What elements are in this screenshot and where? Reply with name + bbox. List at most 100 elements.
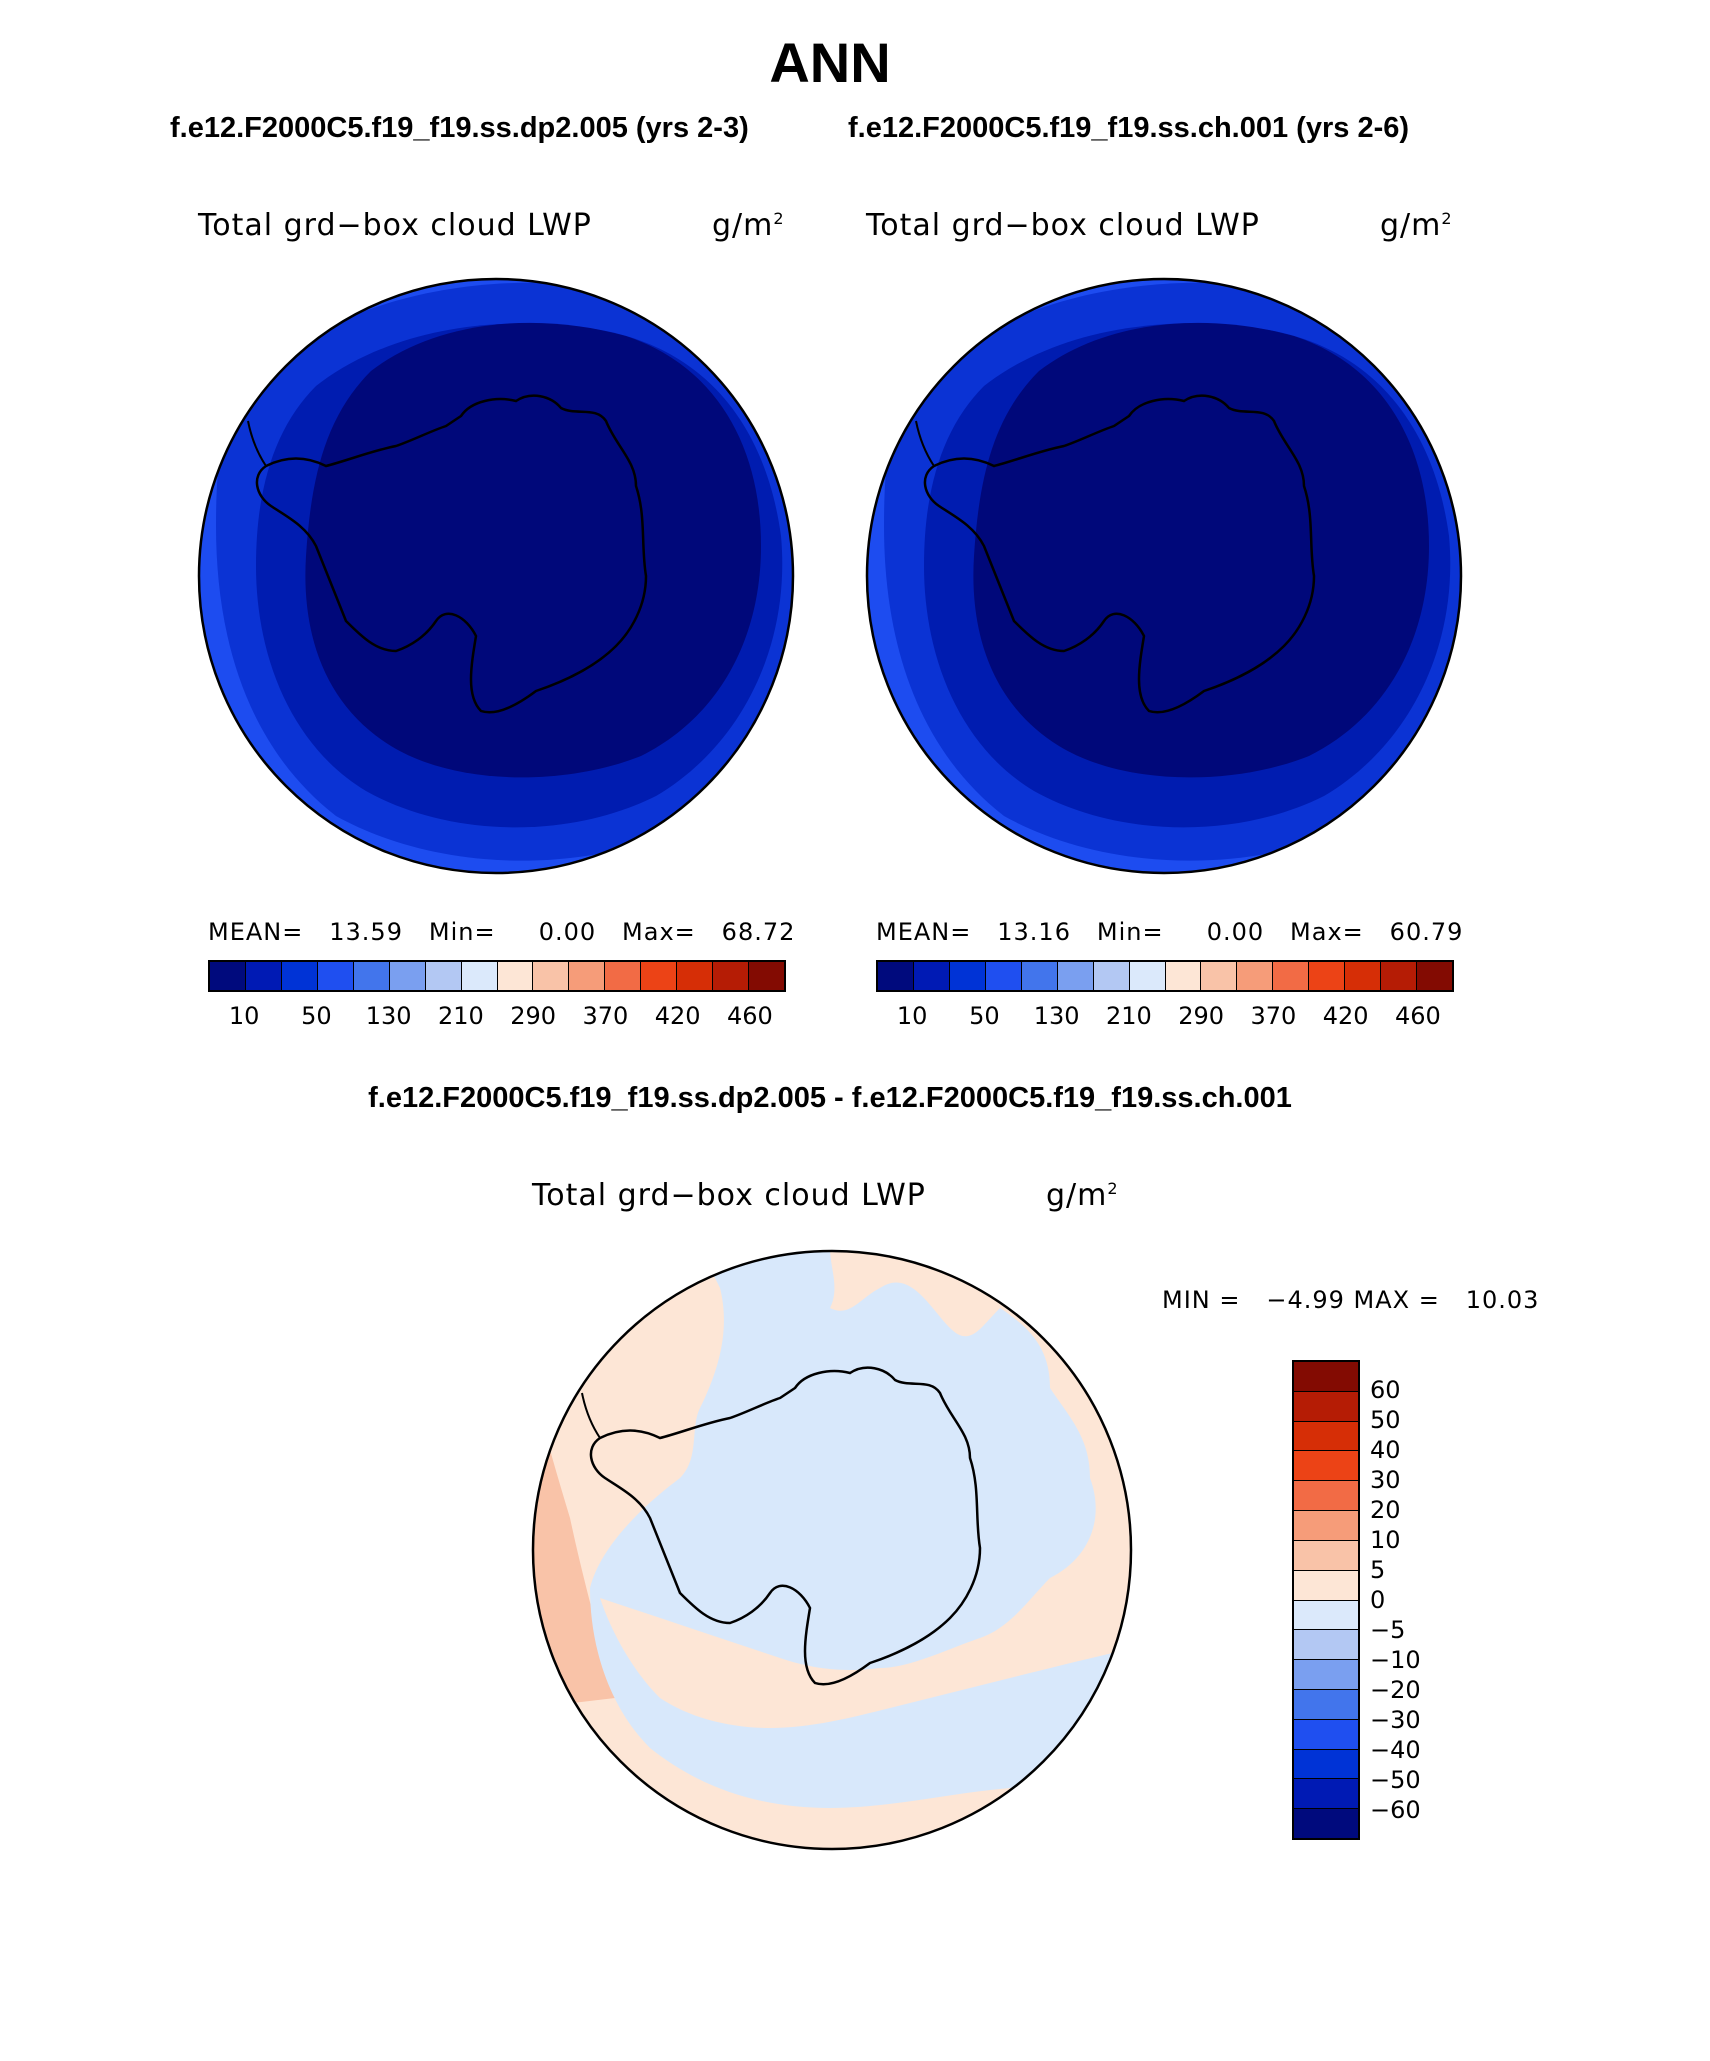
left-colorbar-label: 50 <box>301 1002 332 1030</box>
diff-variable-label: Total grd−box cloud LWP <box>532 1178 926 1213</box>
left-colorbar-swatch <box>677 962 714 990</box>
diff-colorbar-swatch <box>1294 1689 1358 1720</box>
diff-colorbar-label: 40 <box>1370 1436 1401 1464</box>
diff-colorbar-swatch <box>1294 1511 1358 1541</box>
right-colorbar-swatch <box>878 962 914 990</box>
diff-colorbar-swatch <box>1294 1660 1358 1690</box>
diff-colorbar-label: −60 <box>1370 1796 1421 1824</box>
diff-colorbar-swatch <box>1294 1451 1358 1482</box>
right-colorbar-swatch <box>913 962 950 990</box>
diff-colorbar-label: −5 <box>1370 1616 1406 1644</box>
left-colorbar-swatch <box>749 962 784 990</box>
left-colorbar-swatch <box>389 962 426 990</box>
right-colorbar-swatch <box>985 962 1022 990</box>
left-colorbar-swatch <box>641 962 678 990</box>
diff-colorbar-label: 0 <box>1370 1586 1386 1614</box>
left-case-title: f.e12.F2000C5.f19_f19.ss.dp2.005 (yrs 2-… <box>170 112 749 144</box>
diff-colorbar-swatch <box>1294 1481 1358 1512</box>
diff-colorbar-label: 60 <box>1370 1376 1401 1404</box>
right-colorbar-swatch <box>1417 962 1452 990</box>
diff-colorbar-label: 5 <box>1370 1556 1386 1584</box>
difference-map <box>531 1249 1133 1851</box>
left-colorbar-swatch <box>353 962 390 990</box>
diff-minmax: MIN = −4.99 MAX = 10.03 <box>1162 1286 1540 1314</box>
diff-colorbar-label: 30 <box>1370 1466 1401 1494</box>
left-colorbar-swatch <box>605 962 642 990</box>
left-map-border <box>197 277 795 875</box>
right-colorbar-swatch <box>1057 962 1094 990</box>
right-map-inner-region <box>973 322 1429 778</box>
right-colorbar-swatch <box>1129 962 1166 990</box>
diff-colorbar-swatch <box>1294 1570 1358 1601</box>
right-colorbar-labels: 10 50 130 210 290 370 420 460 <box>876 1002 1454 1032</box>
diff-colorbar-swatch <box>1294 1630 1358 1661</box>
diff-units-label: g/m2 <box>1046 1178 1119 1213</box>
right-colorbar-swatch <box>1165 962 1202 990</box>
left-colorbar-swatch <box>461 962 498 990</box>
left-colorbar-label: 210 <box>437 1002 484 1030</box>
diff-colorbar-label: −20 <box>1370 1676 1421 1704</box>
left-colorbar-label: 130 <box>365 1002 412 1030</box>
diff-colorbar-label: −30 <box>1370 1706 1421 1734</box>
diff-colorbar-swatch <box>1294 1719 1358 1750</box>
right-units-label: g/m2 <box>1380 208 1453 243</box>
left-colorbar-labels: 10 50 130 210 290 370 420 460 <box>208 1002 786 1032</box>
diff-negative-interior <box>710 1388 949 1572</box>
diff-map-border <box>531 1249 1133 1851</box>
left-colorbar-swatch <box>245 962 282 990</box>
left-colorbar-label: 460 <box>726 1002 773 1030</box>
diff-colorbar-label: 20 <box>1370 1496 1401 1524</box>
right-colorbar-swatch <box>949 962 986 990</box>
right-map-border <box>865 277 1463 875</box>
right-case-title: f.e12.F2000C5.f19_f19.ss.ch.001 (yrs 2-6… <box>848 112 1410 144</box>
difference-title: f.e12.F2000C5.f19_f19.ss.dp2.005 - f.e12… <box>368 1082 1292 1114</box>
left-colorbar-swatch <box>569 962 606 990</box>
right-colorbar-label: 210 <box>1105 1002 1152 1030</box>
right-colorbar-label: 370 <box>1250 1002 1297 1030</box>
diff-colorbar-label: 50 <box>1370 1406 1401 1434</box>
right-stats: MEAN= 13.16 Min= 0.00 Max= 60.79 <box>876 918 1464 946</box>
right-colorbar-label: 290 <box>1178 1002 1225 1030</box>
diff-colorbar-label: −50 <box>1370 1766 1421 1794</box>
right-colorbar-label: 460 <box>1394 1002 1441 1030</box>
right-colorbar-swatch <box>1273 962 1310 990</box>
left-colorbar-swatch <box>425 962 462 990</box>
left-units-label: g/m2 <box>712 208 785 243</box>
left-colorbar-swatch <box>533 962 570 990</box>
left-variable-label: Total grd−box cloud LWP <box>198 208 592 243</box>
right-colorbar-swatch <box>1093 962 1130 990</box>
diff-colorbar-swatch <box>1294 1809 1358 1838</box>
left-colorbar-label: 420 <box>654 1002 701 1030</box>
right-colorbar-swatch <box>1345 962 1382 990</box>
right-colorbar-label: 10 <box>896 1002 928 1030</box>
left-colorbar-label: 10 <box>228 1002 260 1030</box>
right-colorbar-swatch <box>1309 962 1346 990</box>
right-peninsula-coast <box>915 420 935 467</box>
left-colorbar-swatch <box>210 962 246 990</box>
diff-colorbar-swatch <box>1294 1391 1358 1422</box>
diff-colorbar-swatch <box>1294 1362 1358 1392</box>
right-colorbar-swatch <box>1381 962 1418 990</box>
right-colorbar-label: 130 <box>1033 1002 1080 1030</box>
left-colorbar-swatch <box>281 962 318 990</box>
left-peninsula-coast <box>247 420 267 467</box>
left-stats: MEAN= 13.59 Min= 0.00 Max= 68.72 <box>208 918 796 946</box>
right-colorbar-label: 50 <box>969 1002 1000 1030</box>
diff-colorbar-label: −10 <box>1370 1646 1421 1674</box>
diff-colorbar-swatch <box>1294 1600 1358 1631</box>
diff-colorbar-swatch <box>1294 1749 1358 1780</box>
diff-peninsula-coast <box>581 1392 601 1439</box>
left-antarctica-coastline <box>255 394 648 714</box>
diff-colorbar-swatch <box>1294 1540 1358 1571</box>
right-map <box>865 277 1463 875</box>
right-variable-label: Total grd−box cloud LWP <box>866 208 1260 243</box>
diff-colorbar-swatch <box>1294 1421 1358 1452</box>
right-colorbar-label: 420 <box>1322 1002 1369 1030</box>
diff-antarctica-coastline <box>589 1366 982 1686</box>
diff-colorbar-swatch <box>1294 1779 1358 1810</box>
diff-colorbar-label: 10 <box>1370 1526 1401 1554</box>
right-colorbar-swatch <box>1021 962 1058 990</box>
left-colorbar <box>208 960 786 992</box>
left-colorbar-label: 290 <box>510 1002 557 1030</box>
diff-colorbar-label: −40 <box>1370 1736 1421 1764</box>
